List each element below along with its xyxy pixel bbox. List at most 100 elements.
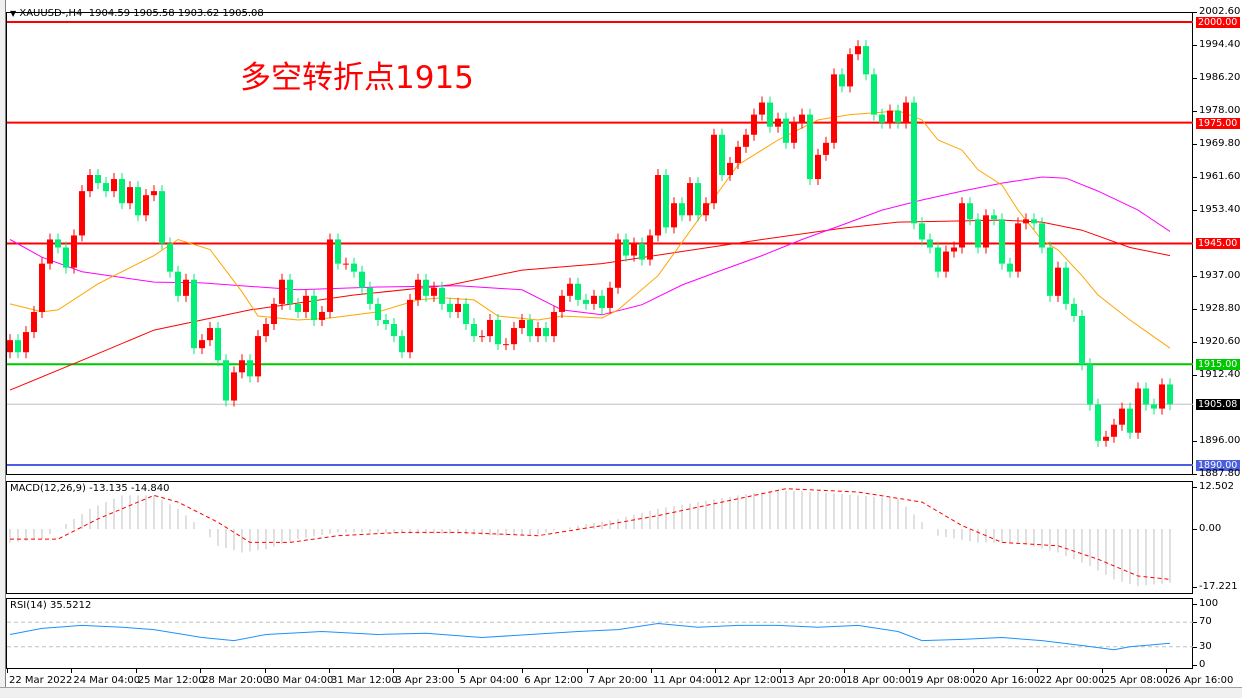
time-axis-tick [393, 669, 395, 673]
price-axis-label: 1953.40 [1199, 203, 1241, 215]
candle-body [1023, 219, 1029, 224]
time-axis-tick [651, 669, 652, 673]
candle-body [671, 203, 677, 228]
candle-body [567, 283, 573, 296]
candle-body [79, 191, 85, 236]
time-axis-label: 22 Mar 2022 [9, 675, 73, 686]
time-axis-tick [7, 669, 8, 673]
rsi-axis-tick [1193, 646, 1197, 648]
price-axis-tick [1193, 110, 1197, 112]
time-axis-tick [715, 669, 717, 673]
candle-body [831, 74, 837, 143]
candle-body [95, 175, 101, 184]
rsi-axis-label: 0 [1199, 659, 1206, 670]
candle-body [535, 328, 541, 337]
candle-body [975, 219, 981, 248]
rsi-axis-tick [1193, 604, 1197, 605]
candle-body [759, 102, 765, 115]
candle-body [367, 287, 373, 304]
candle-body [1047, 247, 1053, 296]
candle-body [63, 247, 69, 268]
time-axis-label: 5 Apr 04:00 [459, 675, 519, 686]
candle-body [143, 195, 149, 216]
time-axis-tick [1101, 669, 1103, 673]
candle-body [791, 122, 797, 143]
candle-body [1055, 267, 1061, 296]
price-axis-label: 1912.40 [1199, 368, 1241, 380]
candle-body [215, 328, 221, 361]
time-axis-label: 20 Apr 16:00 [975, 675, 1041, 686]
candle-body [687, 183, 693, 216]
candle-body [231, 372, 237, 401]
ma-slow-line [9, 219, 1171, 391]
time-axis-label: 3 Apr 23:00 [395, 675, 455, 686]
high-value: 1905.58 [133, 8, 175, 19]
candle-body [551, 311, 557, 337]
candle-body [223, 360, 229, 401]
candle-body [1071, 303, 1077, 316]
time-axis-label: 24 Mar 04:00 [73, 675, 141, 686]
price-axis-tick [1193, 143, 1197, 145]
rsi-axis-tick [1193, 665, 1197, 666]
candle-body [447, 303, 453, 312]
rsi-line [9, 622, 1171, 651]
candle-body [111, 179, 117, 192]
time-axis-label: 7 Apr 20:00 [588, 675, 648, 686]
candle-body [655, 175, 661, 236]
candle-body [199, 340, 205, 349]
symbol-label: XAUUSD-,H4 [19, 8, 83, 19]
time-axis-label: 30 Mar 04:00 [266, 675, 334, 686]
candle-body [871, 74, 877, 115]
candle-body [399, 336, 405, 353]
dropdown-triangle-icon[interactable]: ▼ [10, 9, 17, 18]
candle-body [423, 279, 429, 296]
candle-body [983, 215, 989, 248]
macd-axis-label: -17.221 [1199, 580, 1238, 592]
price-axis-label: 1961.60 [1199, 170, 1241, 182]
candle-body [599, 295, 605, 308]
time-axis-tick [1166, 669, 1168, 673]
candle-body [511, 328, 517, 345]
macd-axis-tick [1193, 586, 1197, 588]
candle-body [287, 279, 293, 304]
price-axis-label: 2002.60 [1199, 5, 1241, 17]
candle-body [623, 239, 629, 256]
macd-axis-tick [1193, 486, 1197, 488]
time-axis-label: 6 Apr 12:00 [524, 675, 584, 686]
window-left-edge [0, 0, 6, 687]
macd-signal-line [10, 488, 1171, 580]
macd-panel[interactable] [6, 481, 1193, 594]
time-axis-tick [71, 669, 73, 673]
time-axis-label: 25 Apr 08:00 [1103, 675, 1169, 686]
price-axis-label: 1969.80 [1199, 137, 1241, 149]
candle-body [527, 319, 533, 337]
candle-body [407, 299, 413, 353]
price-axis-tick [1193, 176, 1197, 178]
candle-body [335, 239, 341, 264]
candle-body [7, 340, 13, 353]
candle-body [591, 295, 597, 304]
candle-body [807, 114, 813, 180]
candle-body [879, 114, 885, 123]
candle-body [343, 263, 349, 265]
candle-body [1087, 364, 1093, 405]
candle-body [1127, 408, 1133, 433]
time-axis-label: 26 Apr 16:00 [1168, 675, 1234, 686]
level-price-tag: 1975.00 [1196, 117, 1240, 129]
candle-body [255, 336, 261, 377]
candle-body [775, 118, 781, 127]
candle-body [711, 134, 717, 204]
candle-body [1015, 223, 1021, 272]
open-value: 1904.59 [88, 8, 131, 19]
rsi-axis-tick [1193, 622, 1197, 624]
candle-body [863, 46, 869, 75]
candle-body [959, 203, 965, 248]
candle-body [855, 46, 861, 55]
candle-body [559, 295, 565, 312]
rsi-panel[interactable] [6, 598, 1193, 669]
current-price-tag: 1905.08 [1196, 399, 1240, 411]
candle-body [487, 319, 493, 337]
candle-body [87, 175, 93, 192]
candle-body [1111, 424, 1117, 437]
candle-body [31, 311, 37, 333]
